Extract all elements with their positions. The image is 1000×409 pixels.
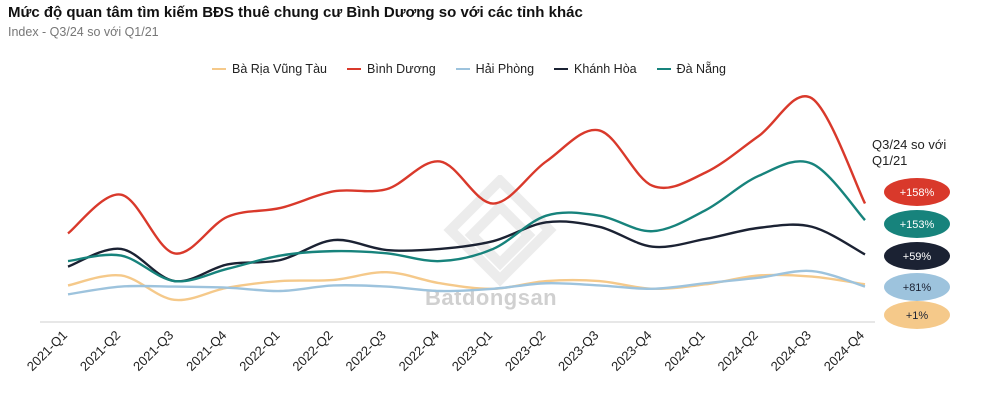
x-tick-label: 2024-Q3: [768, 328, 814, 374]
series-line-hai-phong: [67, 269, 866, 296]
legend-item-ba-ria-vung-tau: Bà Rịa Vũng Tàu: [212, 62, 327, 76]
legend-item-khanh-hoa: Khánh Hòa: [554, 62, 637, 76]
x-tick-label: 2023-Q2: [502, 328, 548, 374]
x-tick-label: 2021-Q4: [183, 328, 229, 374]
legend-item-hai-phong: Hải Phòng: [455, 62, 535, 76]
end-label-note: Q3/24 so với Q1/21: [872, 137, 947, 168]
end-label-pill: [884, 210, 950, 238]
end-label-hai-phong: +81%: [884, 273, 950, 301]
x-tick-label: 2023-Q3: [555, 328, 601, 374]
chart-title: Mức độ quan tâm tìm kiếm BĐS thuê chung …: [8, 4, 583, 21]
x-tick-label: 2024-Q2: [714, 328, 760, 374]
x-tick-label: 2024-Q1: [661, 328, 707, 374]
end-label-text: +153%: [900, 219, 935, 231]
legend-label-hai-phong: Hải Phòng: [475, 62, 535, 76]
legend-swatch-hai-phong: [455, 68, 470, 70]
end-label-text: +81%: [903, 282, 932, 294]
end-label-khanh-hoa: +59%: [884, 242, 950, 270]
x-tick-label: 2022-Q4: [396, 328, 442, 374]
end-label-ba-ria-vung-tau: +1%: [884, 301, 950, 329]
x-tick-label: 2021-Q3: [130, 328, 176, 374]
end-label-pill: [884, 242, 950, 270]
x-tick-label: 2022-Q2: [289, 328, 335, 374]
chart-subtitle: Index - Q3/24 so với Q1/21: [8, 25, 159, 39]
end-label-pill: [884, 301, 950, 329]
legend-label-ba-ria-vung-tau: Bà Rịa Vũng Tàu: [232, 62, 327, 76]
x-tick-label: 2021-Q2: [77, 328, 123, 374]
end-label-da-nang: +153%: [884, 210, 950, 238]
series-line-binh-duong: [67, 95, 867, 255]
end-label-binh-duong: +158%: [884, 178, 950, 206]
chart-legend: Bà Rịa Vũng Tàu Bình Dương Hải Phòng Khá…: [212, 62, 726, 76]
end-label-text: +59%: [903, 251, 932, 263]
legend-swatch-binh-duong: [346, 68, 361, 70]
x-tick-label: 2023-Q1: [449, 328, 495, 374]
x-tick-label: 2021-Q1: [24, 328, 70, 374]
x-tick-label: 2023-Q4: [608, 328, 654, 374]
legend-swatch-ba-ria-vung-tau: [212, 68, 226, 70]
legend-label-khanh-hoa: Khánh Hòa: [574, 62, 637, 76]
legend-label-da-nang: Đà Nẵng: [676, 62, 726, 76]
series-line-khanh-hoa: [67, 220, 866, 283]
legend-label-binh-duong: Bình Dương: [366, 62, 436, 76]
legend-item-binh-duong: Bình Dương: [346, 62, 436, 76]
series-line-da-nang: [67, 160, 866, 283]
legend-item-da-nang: Đà Nẵng: [656, 62, 726, 76]
legend-swatch-da-nang: [656, 68, 671, 70]
x-tick-label: 2024-Q4: [821, 328, 867, 374]
x-tick-label: 2022-Q1: [236, 328, 282, 374]
end-label-pill: [884, 178, 950, 206]
legend-swatch-khanh-hoa: [554, 68, 569, 70]
end-label-text: +158%: [900, 187, 935, 199]
end-label-pill: [884, 273, 950, 301]
end-label-text: +1%: [906, 310, 929, 322]
x-tick-label: 2022-Q3: [343, 328, 389, 374]
